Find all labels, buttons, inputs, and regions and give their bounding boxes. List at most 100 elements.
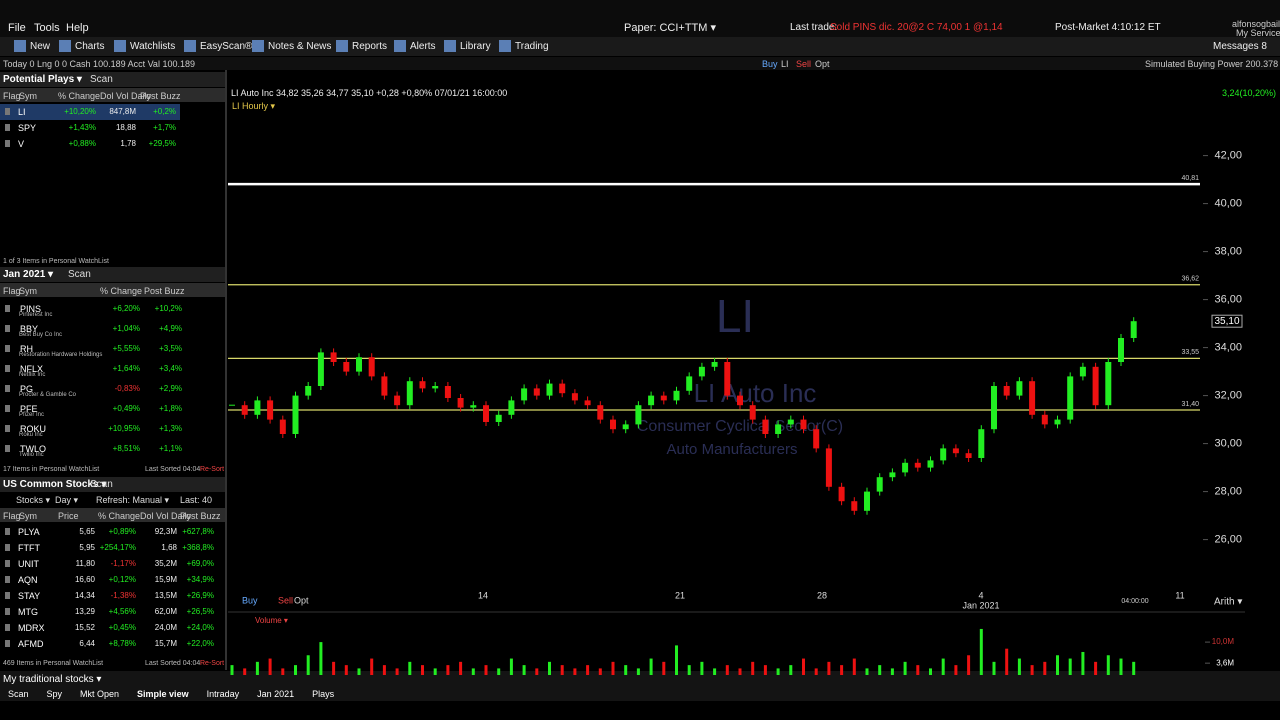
cell: +1,1%: [159, 444, 182, 453]
toolbar-button[interactable]: Reports: [352, 41, 388, 52]
column-header[interactable]: Sym: [19, 286, 37, 296]
column-header[interactable]: Flag: [3, 286, 21, 296]
buy-button[interactable]: Buy: [762, 59, 778, 69]
symbol[interactable]: PLYA: [18, 527, 40, 537]
company-name: Pinterest Inc: [19, 312, 53, 318]
panel-control[interactable]: Last: 40: [180, 495, 213, 505]
toolbar-button[interactable]: EasyScan®: [200, 41, 253, 52]
flag-icon: [5, 624, 10, 631]
symbol[interactable]: RH: [20, 344, 33, 354]
symbol[interactable]: LI: [18, 107, 26, 117]
column-header[interactable]: Flag: [3, 511, 21, 521]
column-header[interactable]: Dol Vol Daily: [100, 91, 152, 101]
column-header[interactable]: Post Buzz: [180, 511, 221, 521]
flag-icon: [5, 560, 10, 567]
symbol[interactable]: PG: [20, 384, 34, 394]
panel-title[interactable]: Potential Plays ▾: [3, 74, 82, 85]
tab[interactable]: Intraday: [206, 689, 240, 699]
tab[interactable]: Simple view: [137, 689, 189, 699]
symbol[interactable]: MDRX: [18, 623, 45, 633]
volume-bar: [814, 668, 818, 675]
account-selector[interactable]: Paper: CCI+TTM ▾: [624, 22, 717, 34]
panel-title[interactable]: My traditional stocks ▾: [3, 674, 102, 685]
panel-control[interactable]: Day ▾: [55, 495, 79, 505]
column-header[interactable]: % Change: [58, 91, 101, 101]
user: alfonsogbailo: [1232, 19, 1280, 29]
symbol[interactable]: PFE: [20, 404, 38, 414]
column-header[interactable]: Sym: [19, 91, 37, 101]
scan-toggle[interactable]: Scan: [68, 269, 91, 280]
toolbar-button[interactable]: Watchlists: [130, 41, 176, 52]
column-header[interactable]: Price: [58, 511, 79, 521]
volume-bar: [916, 665, 920, 675]
tab[interactable]: Mkt Open: [80, 689, 120, 699]
panel-title[interactable]: US Common Stocks ▾: [3, 479, 107, 490]
candle: [406, 381, 413, 406]
cell: +8,78%: [108, 639, 136, 648]
candle: [508, 400, 515, 415]
symbol: LI: [781, 59, 789, 69]
symbol[interactable]: BBY: [20, 324, 39, 334]
symbol[interactable]: V: [18, 139, 25, 149]
candle: [356, 357, 362, 372]
panel-control[interactable]: Stocks ▾: [16, 495, 51, 505]
volume-bar: [700, 661, 704, 675]
cell: +34,9%: [186, 575, 214, 584]
symbol[interactable]: AFMD: [18, 639, 44, 649]
tab[interactable]: Jan 2021: [257, 689, 295, 699]
symbol[interactable]: ROKU: [20, 424, 47, 434]
symbol[interactable]: FTFT: [18, 543, 40, 553]
menu-item[interactable]: Help: [66, 22, 89, 34]
toolbar-button[interactable]: Notes & News: [268, 41, 332, 52]
flag-icon: [5, 425, 10, 432]
symbol[interactable]: NFLX: [20, 364, 44, 374]
scan-toggle[interactable]: Scan: [90, 74, 113, 85]
toolbar-button[interactable]: Library: [460, 41, 491, 52]
symbol[interactable]: STAY: [18, 591, 41, 601]
symbol[interactable]: AQN: [18, 575, 38, 585]
sell-button[interactable]: Sell: [796, 59, 812, 69]
symbol[interactable]: PINS: [20, 304, 42, 314]
volume-bar: [1005, 648, 1009, 675]
tab[interactable]: Plays: [312, 689, 335, 699]
symbol[interactable]: MTG: [18, 607, 38, 617]
symbol[interactable]: TWLO: [20, 444, 46, 454]
column-header[interactable]: Post Buzz: [144, 286, 185, 296]
tab[interactable]: Spy: [46, 689, 63, 699]
flag-icon: [5, 108, 10, 115]
column-header[interactable]: % Change: [98, 511, 141, 521]
symbol[interactable]: UNIT: [18, 559, 39, 569]
services[interactable]: My Services: [1236, 28, 1280, 38]
candle: [1079, 366, 1086, 377]
cell: 16,60: [74, 575, 95, 584]
toolbar-button[interactable]: Charts: [75, 41, 105, 52]
column-header[interactable]: Flag: [3, 91, 21, 101]
panel-footer[interactable]: Re-Sort: [200, 660, 225, 667]
menu-item[interactable]: Tools: [34, 22, 60, 34]
time-label: 04:00:00: [1121, 598, 1148, 605]
cell: 18,88: [115, 123, 136, 132]
interval[interactable]: LI Hourly ▾: [232, 101, 276, 111]
candle: [698, 366, 705, 377]
volume-bar: [840, 665, 844, 675]
toolbar-button[interactable]: Alerts: [410, 41, 436, 52]
panel-title[interactable]: Jan 2021 ▾: [3, 269, 54, 280]
column-header[interactable]: % Change: [100, 286, 143, 296]
column-header[interactable]: Dol Vol Daily: [140, 511, 192, 521]
toolbar-button[interactable]: New: [30, 41, 51, 52]
candle: [368, 357, 375, 377]
opt-button[interactable]: Opt: [815, 59, 830, 69]
messages[interactable]: Messages 8: [1213, 41, 1267, 52]
symbol[interactable]: SPY: [18, 123, 37, 133]
panel-control[interactable]: Refresh: Manual ▾: [96, 495, 170, 505]
column-header[interactable]: Post Buzz: [140, 91, 181, 101]
column-header[interactable]: Sym: [19, 511, 37, 521]
menu-item[interactable]: File: [8, 22, 26, 34]
panel-footer[interactable]: Re-Sort: [200, 466, 225, 473]
flag-icon: [5, 124, 10, 131]
tab[interactable]: Scan: [8, 689, 29, 699]
volume-bar: [1094, 661, 1098, 675]
scan-toggle[interactable]: Scan: [90, 479, 113, 490]
y-tick-label: 32,00: [1214, 390, 1242, 402]
toolbar-button[interactable]: Trading: [515, 41, 549, 52]
